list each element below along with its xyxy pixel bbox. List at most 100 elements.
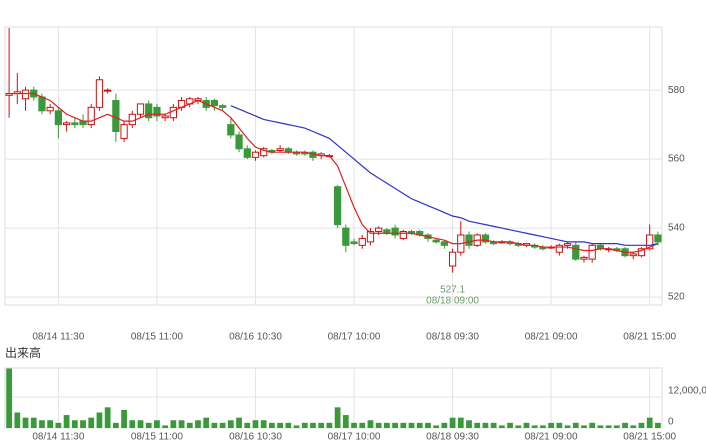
volume-bar bbox=[490, 422, 497, 428]
x-tick-label: 08/21 09:00 bbox=[525, 332, 578, 343]
volume-bar bbox=[195, 420, 201, 428]
volume-bar bbox=[449, 417, 456, 428]
volume-bar bbox=[236, 417, 242, 428]
volume-bar bbox=[622, 422, 628, 428]
volume-bar bbox=[154, 420, 160, 428]
y-tick-label: 540 bbox=[668, 223, 685, 234]
y-tick-label: 560 bbox=[668, 154, 685, 165]
volume-bar bbox=[63, 415, 70, 428]
volume-bar bbox=[186, 422, 193, 428]
volume-bar bbox=[433, 425, 440, 428]
volume-title: 出来高 bbox=[5, 345, 41, 360]
candle-body bbox=[432, 239, 440, 243]
volume-bar bbox=[121, 409, 127, 428]
volume-bar bbox=[581, 425, 587, 428]
volume-bar bbox=[474, 422, 481, 428]
volume-bar bbox=[178, 420, 185, 428]
y-tick-label: 520 bbox=[668, 292, 685, 303]
candle-body bbox=[646, 234, 654, 250]
volume-bar bbox=[22, 417, 29, 428]
candle-body bbox=[358, 237, 366, 246]
candle-body bbox=[46, 106, 54, 112]
candle-body bbox=[572, 244, 580, 260]
volume-bar bbox=[342, 415, 349, 428]
x-tick-label: 08/18 09:30 bbox=[426, 332, 479, 343]
candle-body bbox=[448, 251, 457, 267]
volume-bar bbox=[613, 425, 620, 428]
annotation-value: 527.1 bbox=[440, 285, 465, 296]
candle-body bbox=[71, 122, 79, 126]
volume-bar bbox=[457, 417, 464, 428]
volume-bar bbox=[55, 422, 62, 428]
candle-body bbox=[95, 79, 104, 108]
volume-bar bbox=[597, 425, 604, 428]
candle-body bbox=[120, 124, 128, 139]
volume-bar bbox=[655, 422, 661, 428]
candle-body bbox=[366, 231, 375, 243]
y-tick-label: 12,000,0 bbox=[668, 386, 706, 397]
candle-body bbox=[333, 186, 342, 226]
candle-body bbox=[112, 99, 120, 133]
plot-frame bbox=[4, 367, 663, 429]
volume-bar bbox=[14, 412, 21, 428]
candle-body bbox=[580, 256, 588, 260]
volume-bar bbox=[112, 422, 119, 428]
volume-bar bbox=[30, 417, 37, 428]
candle-body bbox=[153, 106, 161, 117]
volume-bar bbox=[71, 420, 78, 428]
x-tick-label: 08/14 11:30 bbox=[32, 432, 85, 443]
volume-bar bbox=[211, 422, 218, 428]
volume-bar bbox=[646, 417, 653, 428]
candle-body bbox=[260, 148, 268, 157]
x-tick-label: 08/16 10:30 bbox=[229, 432, 282, 443]
y-tick-label: 580 bbox=[668, 85, 685, 96]
candle-body bbox=[375, 227, 383, 233]
volume-bar bbox=[96, 412, 103, 428]
volume-bar bbox=[227, 420, 234, 428]
volume-bar bbox=[392, 422, 398, 428]
x-tick-label: 08/21 15:00 bbox=[623, 432, 676, 443]
volume-bar bbox=[39, 420, 45, 428]
volume-bar bbox=[556, 422, 563, 428]
annotation-time: 08/18 09:00 bbox=[426, 296, 479, 307]
volume-bar bbox=[293, 425, 300, 428]
candle-body bbox=[563, 243, 572, 246]
volume-bar bbox=[498, 425, 505, 428]
volume-bar bbox=[540, 425, 546, 428]
candle-body bbox=[251, 151, 260, 158]
candle-body bbox=[588, 244, 596, 260]
candle-body bbox=[128, 113, 136, 126]
candle-body bbox=[399, 231, 407, 239]
volume-bar bbox=[564, 425, 571, 428]
volume-bar bbox=[244, 422, 251, 428]
moving-average bbox=[9, 92, 659, 253]
volume-bar bbox=[408, 422, 415, 428]
candle-body bbox=[62, 122, 71, 126]
volume-bar bbox=[441, 422, 448, 428]
volume-bar bbox=[285, 422, 292, 428]
volume-bar bbox=[310, 422, 316, 428]
volume-bar bbox=[400, 422, 407, 428]
volume-bar bbox=[416, 422, 423, 428]
y-tick-label: 0 bbox=[668, 417, 674, 428]
volume-bar bbox=[301, 422, 308, 428]
candle-body bbox=[161, 115, 169, 119]
volume-bar bbox=[170, 420, 177, 428]
candle-body bbox=[440, 241, 448, 246]
candle-body bbox=[243, 148, 251, 158]
x-tick-label: 08/17 10:00 bbox=[328, 432, 381, 443]
volume-bar bbox=[260, 420, 267, 428]
volume-bar bbox=[88, 417, 95, 428]
volume-bar bbox=[523, 422, 530, 428]
volume-bar bbox=[334, 407, 341, 428]
x-tick-label: 08/21 15:00 bbox=[623, 332, 676, 343]
candle-body bbox=[637, 248, 646, 257]
candle-body bbox=[21, 89, 30, 100]
volume-bar bbox=[326, 422, 333, 428]
candle-body bbox=[342, 227, 350, 246]
volume-bar bbox=[6, 368, 12, 428]
volume-bar bbox=[425, 422, 431, 428]
candle-body bbox=[136, 103, 145, 115]
x-tick-label: 08/21 09:00 bbox=[525, 432, 578, 443]
volume-bar bbox=[104, 407, 111, 428]
